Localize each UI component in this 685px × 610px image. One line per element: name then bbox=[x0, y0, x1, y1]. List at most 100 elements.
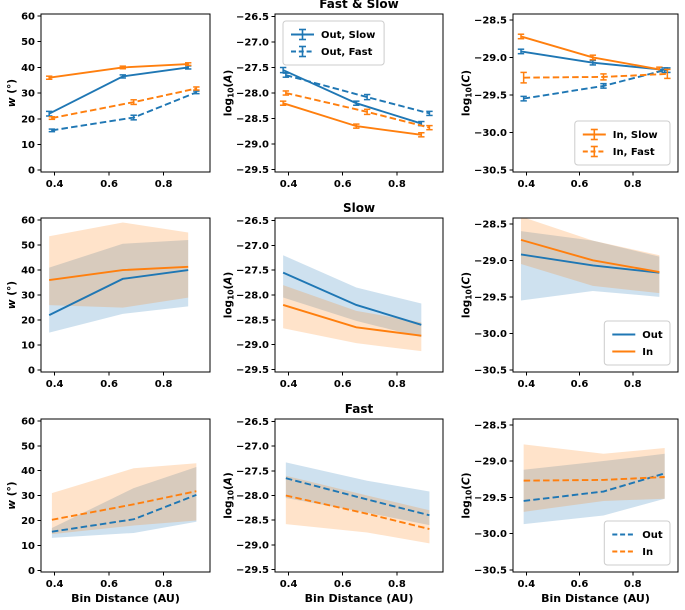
y-tick-label: 0 bbox=[28, 366, 35, 377]
x-tick-label: 0.6 bbox=[334, 379, 352, 390]
y-tick-label: −30.5 bbox=[474, 365, 507, 376]
x-tick-label: 0.6 bbox=[334, 579, 352, 590]
x-tick-label: 0.8 bbox=[155, 379, 173, 390]
x-tick-label: 0.6 bbox=[100, 379, 118, 390]
legend: Out In bbox=[603, 320, 671, 366]
y-tick-label: −28.5 bbox=[474, 15, 507, 26]
line-in bbox=[282, 304, 422, 337]
errorbars-out-fast bbox=[48, 90, 200, 133]
ticks: 0.4 0.6 0.8 0 10 20 30 40 50 60 bbox=[21, 416, 172, 590]
y-axis-label: w (°) bbox=[6, 79, 18, 107]
y-tick-label: 60 bbox=[21, 216, 35, 227]
x-axis-label: Bin Distance (AU) bbox=[541, 592, 650, 605]
y-tick-label: 10 bbox=[21, 140, 35, 151]
x-tick-label: 0.8 bbox=[388, 179, 406, 190]
x-tick-label: 0.4 bbox=[517, 579, 535, 590]
y-tick-label: 50 bbox=[21, 241, 35, 252]
y-tick-label: −28.0 bbox=[236, 89, 269, 100]
ticks: 0.4 0.6 0.8 −30.5 −30.0 −29.5 −29.0 −28.5 bbox=[474, 15, 642, 190]
legend-entry: Out, Slow bbox=[291, 28, 375, 41]
y-tick-label: −28.0 bbox=[236, 291, 269, 302]
x-tick-label: 0.4 bbox=[46, 579, 64, 590]
y-tick-label: 20 bbox=[21, 516, 35, 527]
legend-label: In, Fast bbox=[613, 147, 655, 158]
subplot-r1c1: 0.4 0.6 0.8 0 10 20 30 40 50 60 w (°) bbox=[6, 12, 211, 190]
subplot-r3c3: 0.4 0.6 0.8 −30.5 −30.0 −29.5 −29.0 −28.5 log10(… bbox=[461, 418, 679, 605]
x-tick-label: 0.4 bbox=[280, 379, 298, 390]
legend-label: Out, Fast bbox=[321, 47, 373, 58]
ticks: 0.4 0.6 0.8 0 10 20 30 40 50 60 bbox=[21, 12, 172, 190]
legend-entry: Out, Fast bbox=[291, 45, 373, 58]
legend-label: In, Slow bbox=[613, 130, 658, 141]
y-tick-label: 30 bbox=[21, 89, 35, 100]
band-out bbox=[283, 255, 422, 338]
y-tick-label: −29.0 bbox=[236, 139, 269, 150]
errorbars-out-fast bbox=[282, 72, 433, 117]
band-in bbox=[520, 218, 660, 294]
x-tick-label: 0.4 bbox=[517, 179, 535, 190]
y-axis-label: log10(C) bbox=[461, 70, 474, 116]
x-tick-label: 0.4 bbox=[46, 379, 64, 390]
y-axis-label: log10(C) bbox=[461, 472, 474, 518]
y-tick-label: −29.0 bbox=[474, 53, 507, 64]
axes-frame bbox=[512, 418, 679, 573]
subplot-r2c3: 0.4 0.6 0.8 −30.5 −30.0 −29.5 −29.0 −28.5 log10(… bbox=[461, 217, 679, 390]
y-tick-label: −29.0 bbox=[474, 457, 507, 468]
band-in bbox=[523, 444, 665, 512]
legend-box bbox=[603, 320, 671, 366]
y-tick-label: 60 bbox=[21, 416, 35, 427]
band-out bbox=[51, 467, 197, 538]
line-out-fast bbox=[51, 91, 197, 132]
y-tick-label: −30.0 bbox=[474, 128, 507, 139]
legend-entry: In bbox=[612, 547, 653, 558]
x-tick-label: 0.8 bbox=[624, 579, 642, 590]
legend-box bbox=[574, 120, 671, 166]
y-tick-label: −26.5 bbox=[236, 417, 269, 428]
band-in bbox=[283, 285, 422, 352]
x-tick-label: 0.8 bbox=[155, 579, 173, 590]
legend-entry: Out bbox=[612, 530, 663, 541]
errorbars-in-slow bbox=[279, 100, 425, 138]
y-tick-label: −27.0 bbox=[236, 38, 269, 49]
y-tick-label: −27.0 bbox=[236, 442, 269, 453]
y-tick-label: −29.0 bbox=[474, 256, 507, 267]
legend-entry: In, Fast bbox=[582, 145, 655, 158]
errorbars-in-fast bbox=[48, 86, 200, 121]
y-tick-label: −28.5 bbox=[474, 219, 507, 230]
y-tick-label: 40 bbox=[21, 63, 35, 74]
legend: Out In bbox=[603, 520, 671, 566]
subplot-r1c2: 0.4 0.6 0.8 −29.5 −29.0 −28.5 −28.0 −27.5 −27.0 −… bbox=[223, 0, 444, 190]
subplot-r3c1: 0.4 0.6 0.8 0 10 20 30 40 50 60 w (°) Bin Distance … bbox=[6, 416, 211, 605]
x-tick-label: 0.6 bbox=[100, 179, 118, 190]
ticks: 0.4 0.6 0.8 −29.5 −29.0 −28.5 −28.0 −27.5 −27.0 −… bbox=[236, 216, 406, 390]
y-tick-label: −27.0 bbox=[236, 241, 269, 252]
x-tick-label: 0.4 bbox=[280, 579, 298, 590]
y-tick-label: −28.5 bbox=[236, 114, 269, 125]
y-tick-label: 40 bbox=[21, 266, 35, 277]
legend-label: Out bbox=[642, 530, 663, 541]
y-tick-label: −27.5 bbox=[236, 466, 269, 477]
y-tick-label: −26.5 bbox=[236, 216, 269, 227]
y-tick-label: −30.5 bbox=[474, 165, 507, 176]
y-axis-label: log10(A) bbox=[223, 472, 236, 519]
x-tick-label: 0.8 bbox=[624, 179, 642, 190]
subplot-title: Slow bbox=[343, 201, 375, 215]
ticks: 0.4 0.6 0.8 −29.5 −29.0 −28.5 −28.0 −27.5 −27.0 −… bbox=[236, 417, 406, 590]
axes-frame bbox=[512, 13, 679, 173]
x-tick-label: 0.6 bbox=[100, 579, 118, 590]
x-tick-label: 0.4 bbox=[46, 179, 64, 190]
ticks: 0.4 0.6 0.8 −30.5 −30.0 −29.5 −29.0 −28.5 bbox=[474, 219, 642, 390]
x-tick-label: 0.8 bbox=[155, 179, 173, 190]
band-out bbox=[49, 240, 189, 333]
legend-box bbox=[603, 520, 671, 566]
subplot-r2c2: 0.4 0.6 0.8 −29.5 −29.0 −28.5 −28.0 −27.5 −27.0 −… bbox=[223, 201, 444, 390]
band-in bbox=[51, 463, 197, 535]
y-tick-label: 40 bbox=[21, 466, 35, 477]
y-tick-label: 20 bbox=[21, 114, 35, 125]
errorbars-out-fast bbox=[520, 67, 668, 102]
ticks: 0.4 0.6 0.8 −30.5 −30.0 −29.5 −29.0 −28.5 bbox=[474, 420, 642, 590]
legend-label: In bbox=[642, 347, 653, 358]
ticks: 0.4 0.6 0.8 0 10 20 30 40 50 60 bbox=[21, 216, 172, 390]
axes-frame bbox=[512, 217, 679, 373]
